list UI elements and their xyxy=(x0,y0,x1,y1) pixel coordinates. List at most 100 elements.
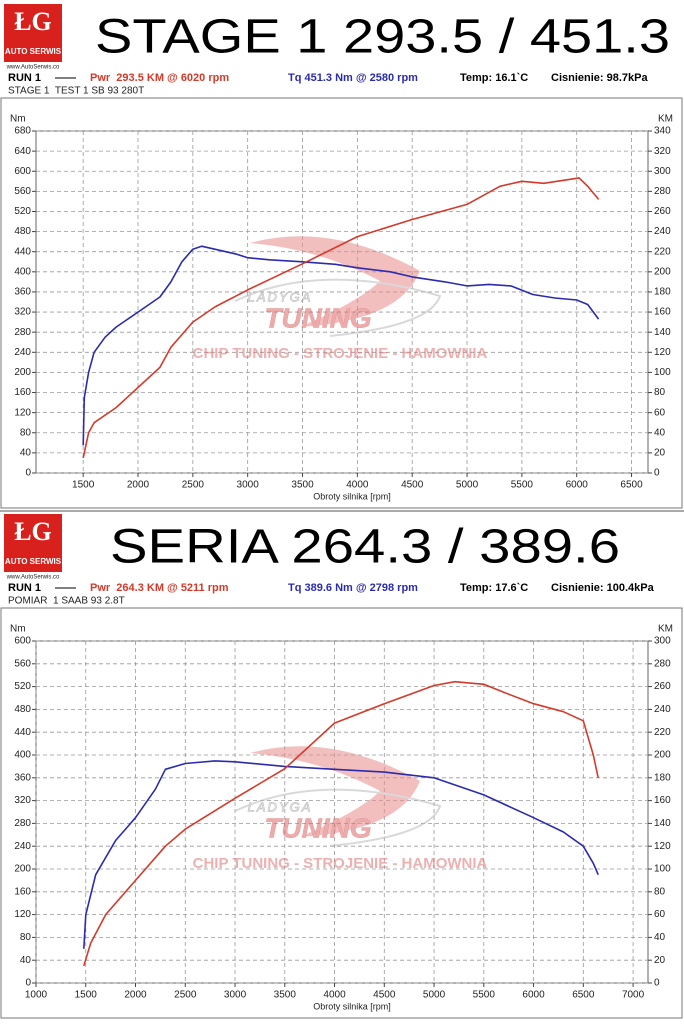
y-tick-label: 480 xyxy=(14,226,31,237)
y-tick-label: 160 xyxy=(14,886,31,897)
y2-tick-label: 300 xyxy=(654,636,671,647)
power-label: Pwr 293.5 KM @ 6020 rpm xyxy=(90,72,229,84)
watermark-outline xyxy=(234,788,442,847)
logo-box xyxy=(4,514,62,572)
chart-title: SERIA 264.3 / 389.6 xyxy=(110,521,620,574)
x-tick-label: 4500 xyxy=(401,480,424,491)
y2-tick-label: 20 xyxy=(654,448,666,459)
y-tick-label: 40 xyxy=(20,955,32,966)
x-tick-label: 6000 xyxy=(522,990,545,1001)
temp-label: Temp: 16.1`C xyxy=(460,72,528,84)
y2-tick-label: 160 xyxy=(654,307,671,318)
x-axis-title: Obroty silnika [rpm] xyxy=(313,1001,391,1011)
y2-tick-label: 20 xyxy=(654,955,666,966)
x-tick-label: 5000 xyxy=(423,990,446,1001)
y2-tick-label: 240 xyxy=(654,704,671,715)
x-tick-label: 4500 xyxy=(373,990,396,1001)
torque-label: Tq 451.3 Nm @ 2580 rpm xyxy=(288,72,418,84)
x-tick-label: 2500 xyxy=(174,990,197,1001)
x-tick-label: 2500 xyxy=(182,480,205,491)
logo-url: www.AutoSerwis.co xyxy=(6,65,60,71)
logo-name: AUTO SERWIS xyxy=(5,47,62,56)
y2-tick-label: 220 xyxy=(654,246,671,257)
chart-title: STAGE 1 293.5 / 451.3 xyxy=(95,11,670,64)
logo-mark: ŁG xyxy=(14,7,52,36)
y-tick-label: 40 xyxy=(20,448,32,459)
run-label: RUN 1 xyxy=(8,72,41,84)
torque-label: Tq 389.6 Nm @ 2798 rpm xyxy=(288,582,418,594)
y-tick-label: 440 xyxy=(14,727,31,738)
y-tick-label: 640 xyxy=(14,146,31,157)
y2-tick-label: 140 xyxy=(654,327,671,338)
y-tick-label: 320 xyxy=(14,795,31,806)
pressure-label: Cisnienie: 98.7kPa xyxy=(551,72,648,84)
y2-tick-label: 200 xyxy=(654,266,671,277)
watermark-tuning: TUNING xyxy=(264,812,371,843)
y2-tick-label: 340 xyxy=(654,126,671,137)
y2-tick-label: 60 xyxy=(654,407,666,418)
y2-tick-label: 160 xyxy=(654,795,671,806)
y2-tick-label: 280 xyxy=(654,186,671,197)
y-tick-label: 0 xyxy=(25,468,31,479)
watermark-brand: LADYGA xyxy=(248,289,313,304)
y2-tick-label: 100 xyxy=(654,367,671,378)
y-tick-label: 280 xyxy=(14,818,31,829)
y2-tick-label: 80 xyxy=(654,387,666,398)
x-tick-label: 5000 xyxy=(456,480,479,491)
watermark-slogan: CHIP TUNING - STROJENIE - HAMOWNIA xyxy=(193,855,488,872)
y-tick-label: 240 xyxy=(14,347,31,358)
y-tick-label: 600 xyxy=(14,166,31,177)
y2-axis-title: KM xyxy=(658,114,673,125)
y-tick-label: 160 xyxy=(14,387,31,398)
series-line xyxy=(83,760,599,949)
logo-name: AUTO SERWIS xyxy=(5,557,62,566)
watermark-slogan: CHIP TUNING - STROJENIE - HAMOWNIA xyxy=(193,345,488,362)
y-tick-label: 520 xyxy=(14,206,31,217)
y2-tick-label: 60 xyxy=(654,909,666,920)
watermark-tuning: TUNING xyxy=(264,302,371,333)
y-tick-label: 200 xyxy=(14,864,31,875)
x-tick-label: 6500 xyxy=(620,480,643,491)
logo-url: www.AutoSerwis.co xyxy=(6,575,60,581)
y-tick-label: 200 xyxy=(14,367,31,378)
chart-frame xyxy=(0,97,683,509)
y-tick-label: 560 xyxy=(14,186,31,197)
y2-tick-label: 300 xyxy=(654,166,671,177)
power-label: Pwr 264.3 KM @ 5211 rpm xyxy=(90,582,229,594)
chart-subtitle: POMIAR 1 SAAB 93 2.8T xyxy=(8,596,125,607)
y-tick-label: 120 xyxy=(14,407,31,418)
x-tick-label: 3500 xyxy=(274,990,297,1001)
x-tick-label: 1500 xyxy=(72,480,95,491)
plot-area xyxy=(35,130,649,474)
y2-tick-label: 0 xyxy=(654,468,660,479)
y-tick-label: 440 xyxy=(14,246,31,257)
watermark-swoosh xyxy=(250,236,420,327)
y2-tick-label: 100 xyxy=(654,864,671,875)
y2-tick-label: 240 xyxy=(654,226,671,237)
chart-panel: ŁG AUTO SERWIS www.AutoSerwis.co STAGE 1 29… xyxy=(0,4,683,509)
y2-tick-label: 280 xyxy=(654,658,671,669)
y2-tick-label: 320 xyxy=(654,146,671,157)
y-tick-label: 80 xyxy=(20,427,32,438)
chart-panel: ŁG AUTO SERWIS www.AutoSerwis.co SERIA 264.… xyxy=(0,514,683,1019)
x-tick-label: 5500 xyxy=(473,990,496,1001)
y2-tick-label: 260 xyxy=(654,681,671,692)
y2-axis-title: KM xyxy=(658,624,673,635)
x-tick-label: 6000 xyxy=(566,480,589,491)
y2-tick-label: 40 xyxy=(654,932,666,943)
series-line xyxy=(82,177,600,459)
y2-tick-label: 120 xyxy=(654,841,671,852)
y-axis-title: Nm xyxy=(10,624,26,635)
series-line xyxy=(83,680,599,967)
series-line xyxy=(82,245,600,446)
x-tick-label: 3000 xyxy=(237,480,260,491)
x-tick-label: 4000 xyxy=(323,990,346,1001)
y-tick-label: 280 xyxy=(14,327,31,338)
pressure-label: Cisnienie: 100.4kPa xyxy=(551,582,655,594)
y-tick-label: 600 xyxy=(14,636,31,647)
y-tick-label: 360 xyxy=(14,772,31,783)
y2-tick-label: 140 xyxy=(654,818,671,829)
